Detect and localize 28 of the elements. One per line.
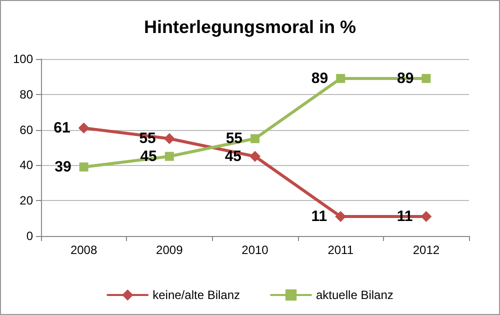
data-label: 61: [54, 120, 70, 137]
point: [164, 133, 175, 144]
y-tick-label: 0: [26, 229, 34, 243]
data-label: 45: [224, 148, 242, 165]
data-label: 39: [54, 158, 72, 176]
x-tick-label: 2008: [70, 243, 98, 257]
x-tick-label: 2009: [156, 243, 184, 257]
point: [78, 122, 90, 134]
point: [250, 150, 260, 162]
data-label: 89: [311, 70, 328, 87]
y-tick-label: 100: [12, 52, 34, 66]
point: [79, 162, 88, 172]
chart-title: Hinterlegungsmoral in %: [144, 17, 356, 37]
point: [164, 152, 174, 161]
y-tick-label: 80: [20, 87, 34, 102]
legend-label: aktuelle Bilanz: [316, 288, 394, 302]
y-tick-label: 20: [20, 194, 34, 208]
x-tick-label: 2010: [242, 243, 269, 257]
point: [422, 74, 431, 83]
point: [250, 134, 260, 144]
y-tick-label: 40: [20, 158, 34, 172]
point: [420, 211, 432, 222]
y-tick-label: 60: [20, 122, 34, 137]
x-tick-label: 2012: [412, 243, 440, 257]
legend-label: keine/alte Bilanz: [152, 288, 240, 302]
x-tick-label: 2011: [328, 243, 354, 257]
data-label: 11: [311, 208, 328, 226]
point: [336, 74, 346, 83]
